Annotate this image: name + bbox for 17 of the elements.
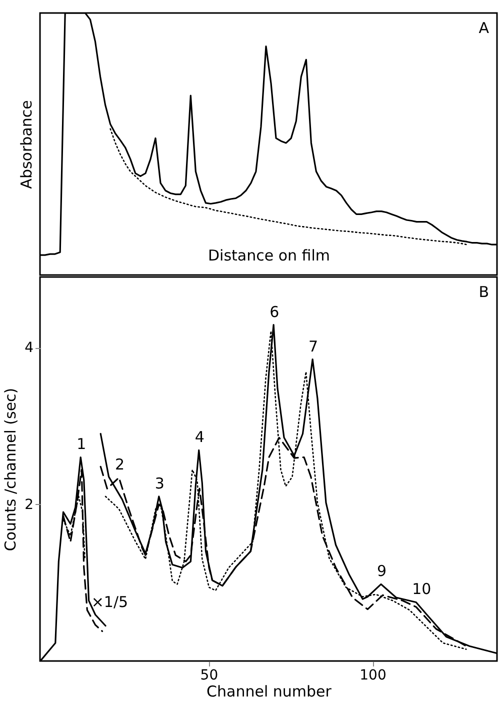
annotation: ×1/5 [91, 592, 128, 611]
annotation: 7 [308, 337, 318, 356]
x-tick-label: 50 [200, 668, 218, 684]
annotation: 3 [154, 474, 164, 492]
annotation: A [478, 19, 490, 37]
annotation: 6 [270, 302, 280, 321]
annotation: 9 [377, 562, 387, 580]
x-tick-label: 100 [360, 668, 386, 684]
x-axis-title: Distance on film [208, 246, 330, 264]
annotation: 2 [114, 456, 124, 474]
annotation: 4 [194, 428, 204, 446]
y-axis-title: Absorbance [18, 100, 36, 189]
annotation: B [478, 283, 489, 301]
annotation: 10 [412, 580, 432, 598]
y-axis-title: Counts /channel (sec) [2, 388, 20, 552]
x-axis-title: Channel number [206, 682, 332, 700]
annotation: 1 [76, 435, 86, 454]
